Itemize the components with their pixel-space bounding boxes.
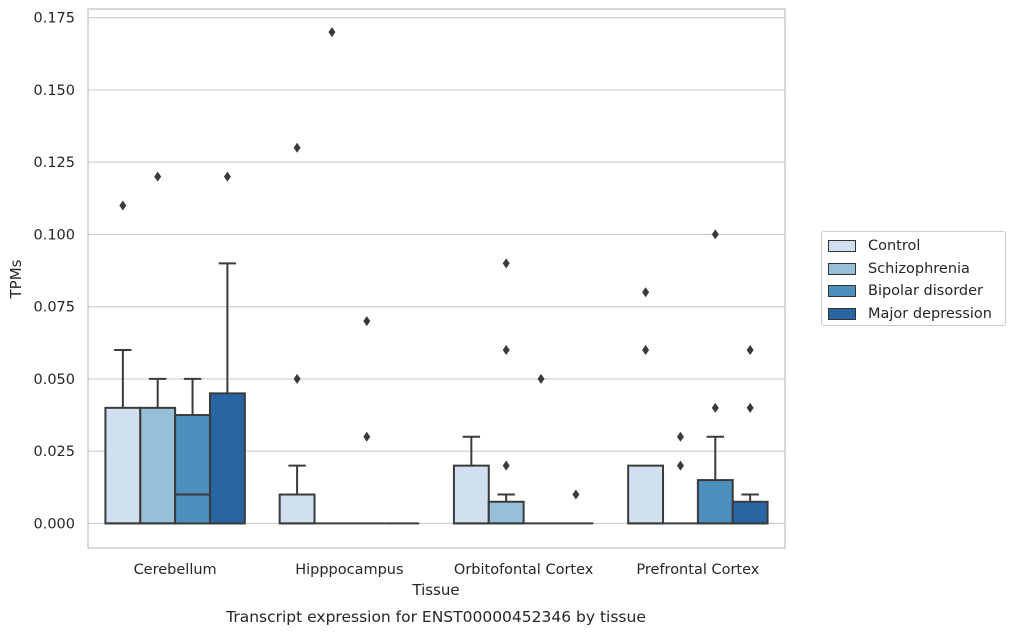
outlier-point	[363, 316, 371, 327]
box-major-depression-orbitofontal-cortex	[558, 489, 594, 525]
box-schizophrenia-orbitofontal-cortex	[487, 258, 525, 525]
box-series	[104, 27, 769, 525]
box-iqr	[487, 500, 525, 525]
x-tick-label: Orbitofontal Cortex	[454, 562, 594, 578]
x-axis-label: Tissue	[411, 581, 459, 599]
legend: Control Schizophrenia Bipolar disorder M…	[821, 231, 1006, 326]
legend-item-schizophrenia: Schizophrenia	[828, 258, 1005, 281]
outlier-point	[502, 258, 510, 269]
outlier-point	[537, 373, 545, 384]
legend-swatch-bipolar-disorder	[828, 285, 856, 298]
x-tick-label: Prefrontal Cortex	[636, 562, 759, 578]
outlier-point	[711, 229, 719, 240]
legend-swatch-major-depression	[828, 307, 856, 320]
box-bipolar-disorder-cerebellum	[174, 377, 211, 525]
box-iqr	[452, 464, 490, 525]
legend-swatch-control	[828, 240, 856, 253]
legend-item-bipolar-disorder: Bipolar disorder	[828, 280, 1005, 303]
outlier-point	[293, 142, 301, 153]
outlier-point	[223, 171, 231, 182]
y-tick-label: 0.100	[33, 227, 75, 243]
outlier-point	[154, 171, 162, 182]
outlier-point	[746, 402, 754, 413]
legend-label-bipolar-disorder: Bipolar disorder	[868, 283, 983, 300]
box-iqr	[627, 464, 665, 525]
y-tick-label: 0.025	[33, 444, 75, 460]
box-schizophrenia-prefrontal-cortex	[663, 431, 698, 525]
y-axis-label: TPMs	[7, 259, 25, 299]
outlier-point	[746, 345, 754, 356]
outlier-point	[711, 402, 719, 413]
box-iqr	[174, 414, 211, 525]
outlier-point	[642, 345, 650, 356]
x-tick-label: Hipppocampus	[295, 562, 403, 578]
box-control-cerebellum	[104, 200, 142, 525]
y-tick-label: 0.150	[33, 83, 75, 99]
y-tick-label: 0.000	[33, 516, 75, 532]
outlier-point	[502, 460, 510, 471]
outlier-point	[363, 431, 371, 442]
outlier-point	[676, 460, 684, 471]
outlier-point	[572, 489, 580, 500]
y-tick-label: 0.125	[33, 155, 75, 171]
box-major-depression-cerebellum	[208, 171, 246, 525]
legend-label-control: Control	[868, 238, 921, 255]
legend-label-major-depression: Major depression	[868, 305, 992, 322]
outlier-point	[676, 431, 684, 442]
box-control-prefrontal-cortex	[627, 287, 665, 525]
legend-item-control: Control	[828, 235, 1005, 258]
outlier-point	[119, 200, 127, 211]
outlier-point	[293, 373, 301, 384]
legend-item-major-depression: Major depression	[828, 303, 1005, 326]
box-schizophrenia-cerebellum	[139, 171, 177, 525]
box-iqr	[731, 500, 769, 525]
y-tick-label: 0.175	[33, 11, 75, 27]
box-iqr	[208, 392, 246, 525]
box-iqr	[696, 479, 734, 525]
box-bipolar-disorder-prefrontal-cortex	[696, 229, 734, 525]
box-iqr	[139, 406, 177, 525]
box-control-hipppocampus	[278, 142, 316, 525]
legend-swatch-schizophrenia	[828, 262, 856, 275]
legend-label-schizophrenia: Schizophrenia	[868, 260, 970, 277]
y-axis-ticks: 0.000 0.025 0.050 0.075 0.100 0.125 0.150 0.175	[33, 11, 75, 533]
box-iqr	[104, 406, 142, 525]
outlier-point	[502, 345, 510, 356]
outlier-point	[328, 27, 336, 38]
outlier-point	[642, 287, 650, 298]
plot-area-frame	[87, 8, 786, 549]
box-bipolar-disorder-orbitofontal-cortex	[523, 373, 559, 525]
chart-caption: Transcript expression for ENST0000045234…	[225, 608, 646, 626]
x-tick-label: Cerebellum	[134, 562, 217, 578]
box-control-orbitofontal-cortex	[452, 435, 490, 525]
y-tick-label: 0.050	[33, 372, 75, 388]
box-schizophrenia-hipppocampus	[314, 27, 350, 525]
box-major-depression-prefrontal-cortex	[731, 345, 769, 525]
y-tick-label: 0.075	[33, 300, 75, 316]
box-bipolar-disorder-hipppocampus	[349, 316, 385, 525]
box-iqr	[278, 493, 316, 525]
x-axis-ticks: Cerebellum Hipppocampus Orbitofontal Corte…	[134, 562, 760, 578]
